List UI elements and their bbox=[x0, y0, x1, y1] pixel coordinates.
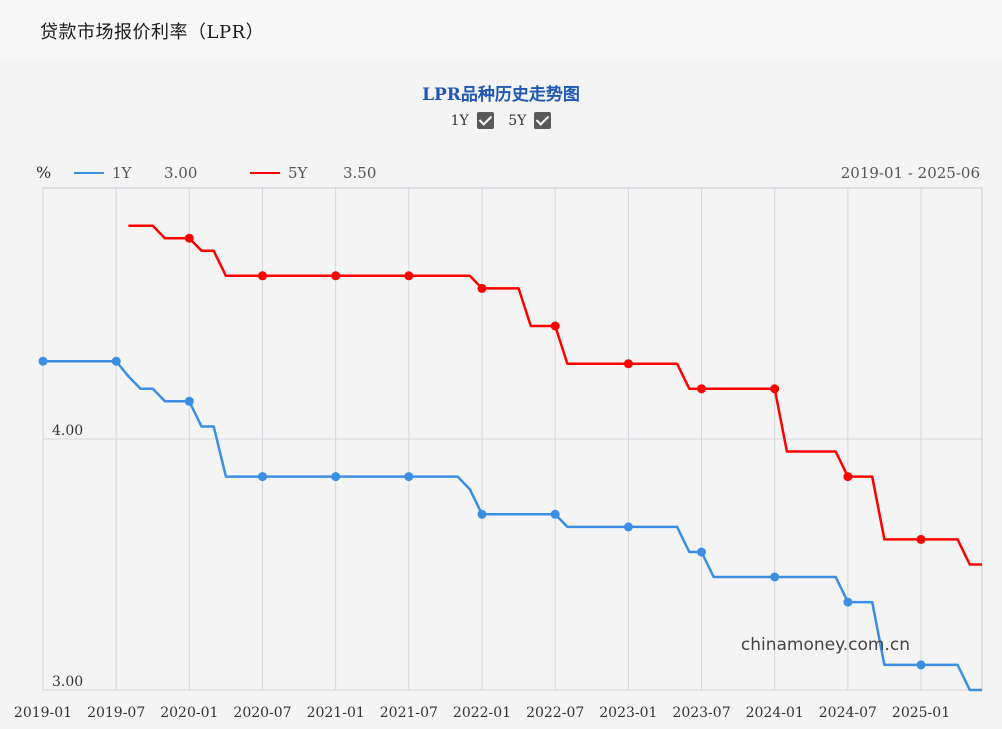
grid bbox=[42, 188, 982, 691]
x-tick-label: 2024-07 bbox=[819, 705, 877, 721]
watermark: chinamoney.com.cn bbox=[741, 635, 910, 655]
legend-1y-name: 1Y bbox=[112, 164, 133, 182]
data-point-1y[interactable] bbox=[331, 472, 341, 482]
y-tick-label: 4.00 bbox=[52, 423, 83, 439]
data-point-1y[interactable] bbox=[697, 547, 706, 557]
data-point-1y[interactable] bbox=[111, 356, 121, 366]
checkbox-1y-icon[interactable] bbox=[476, 112, 494, 129]
date-range: 2019-01 - 2025-06 bbox=[841, 164, 980, 182]
series-toggles: 1Y 5Y bbox=[0, 112, 1002, 129]
x-tick-label: 2025-01 bbox=[892, 705, 950, 721]
data-point-5y[interactable] bbox=[404, 271, 414, 281]
data-point-5y[interactable] bbox=[623, 359, 633, 369]
data-point-5y[interactable] bbox=[258, 271, 267, 281]
data-point-1y[interactable] bbox=[404, 472, 414, 482]
toggle-1y-label: 1Y bbox=[450, 112, 469, 129]
y-axis-unit: % bbox=[36, 163, 51, 182]
chart-title: LPR品种历史走势图 bbox=[422, 85, 580, 105]
data-point-1y[interactable] bbox=[258, 472, 267, 482]
x-tick-label: 2023-07 bbox=[672, 705, 730, 721]
toggle-5y-label: 5Y bbox=[508, 112, 527, 129]
data-point-5y[interactable] bbox=[550, 321, 560, 331]
toggle-1y[interactable]: 1Y bbox=[451, 112, 494, 129]
x-tick-label: 2021-07 bbox=[380, 705, 438, 721]
x-tick-label: 2022-01 bbox=[453, 705, 511, 721]
data-point-1y[interactable] bbox=[184, 396, 194, 406]
y-tick-label: 3.00 bbox=[52, 674, 83, 690]
data-point-5y[interactable] bbox=[916, 534, 926, 544]
series-line-1y bbox=[43, 359, 982, 692]
data-point-5y[interactable] bbox=[697, 384, 706, 394]
x-tick-label: 2020-07 bbox=[233, 705, 291, 721]
data-point-1y[interactable] bbox=[770, 572, 780, 582]
data-point-1y[interactable] bbox=[843, 597, 853, 607]
data-point-5y[interactable] bbox=[770, 384, 780, 394]
x-tick-label: 2021-01 bbox=[307, 705, 365, 721]
series-layer bbox=[38, 224, 982, 692]
data-point-1y[interactable] bbox=[916, 660, 926, 670]
x-tick-label: 2020-01 bbox=[160, 705, 218, 721]
checkbox-5y-icon[interactable] bbox=[534, 112, 552, 129]
legend-1y-value: 3.00 bbox=[164, 164, 197, 182]
legend-5y-value: 3.50 bbox=[343, 164, 376, 182]
legend: 1Y 3.00 5Y 3.50 bbox=[74, 164, 376, 182]
series-line-5y bbox=[128, 224, 982, 566]
x-tick-label: 2019-07 bbox=[87, 705, 145, 721]
x-axis-ticks: 2019-01 2019-07 2020-01 2020-07 2021-01 2021-… bbox=[14, 705, 950, 721]
data-point-1y[interactable] bbox=[550, 509, 560, 519]
data-point-1y[interactable] bbox=[623, 522, 633, 532]
x-tick-label: 2019-01 bbox=[14, 705, 72, 721]
data-point-5y[interactable] bbox=[477, 283, 487, 293]
data-point-5y[interactable] bbox=[331, 271, 341, 281]
y-axis-ticks: 3.00 4.00 bbox=[52, 423, 83, 690]
x-tick-label: 2023-01 bbox=[599, 705, 657, 721]
legend-5y-name: 5Y bbox=[288, 164, 309, 182]
data-point-1y[interactable] bbox=[38, 356, 48, 366]
page-header: 贷款市场报价利率（LPR） bbox=[0, 0, 1002, 60]
x-tick-label: 2022-07 bbox=[526, 705, 584, 721]
data-point-5y[interactable] bbox=[843, 472, 853, 482]
data-point-1y[interactable] bbox=[477, 509, 487, 519]
page-title: 贷款市场报价利率（LPR） bbox=[40, 22, 265, 43]
toggle-5y[interactable]: 5Y bbox=[508, 112, 552, 129]
data-point-5y[interactable] bbox=[184, 233, 194, 243]
x-tick-label: 2024-01 bbox=[746, 705, 804, 721]
